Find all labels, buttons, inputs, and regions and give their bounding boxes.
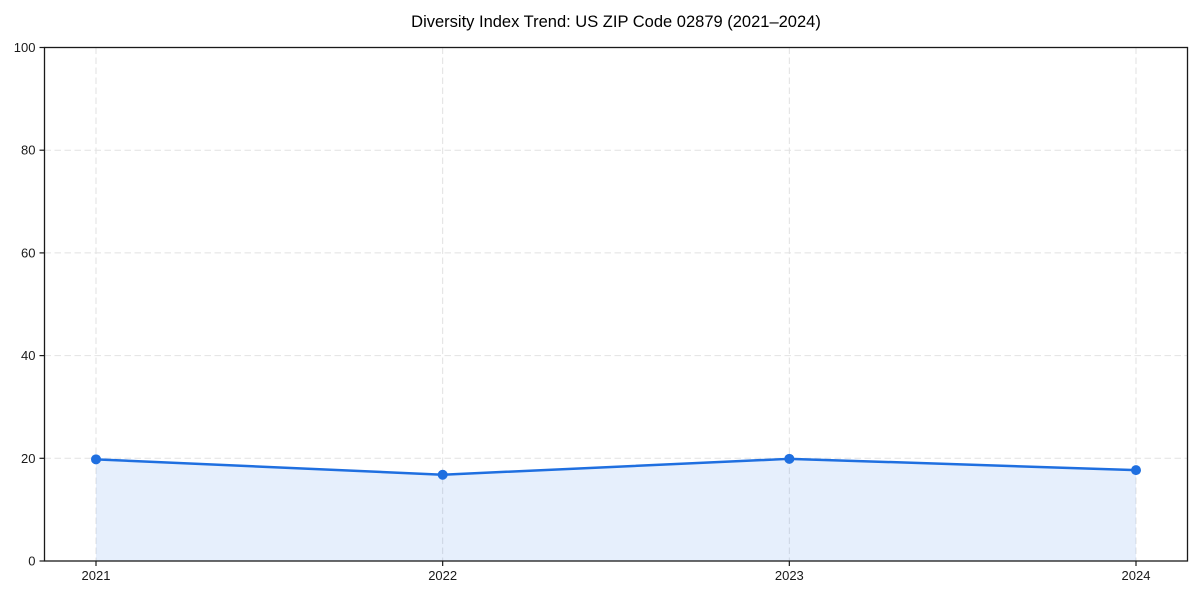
trend-line: [94, 457, 1138, 476]
x-axis-tick-label-2023: 2023: [775, 568, 804, 583]
y-axis-tick-label-80: 80: [21, 143, 35, 158]
data-point-2023: [784, 453, 795, 464]
y-axis-tick-label-100: 100: [14, 40, 36, 55]
area-fill: [96, 458, 1136, 561]
plot-border: [43, 46, 1189, 562]
x-axis-tick-label-2021: 2021: [82, 568, 111, 583]
y-axis-tick-label-60: 60: [21, 245, 35, 260]
chart-title: Diversity Index Trend: US ZIP Code 02879…: [411, 13, 821, 31]
data-point-2024: [1131, 465, 1141, 476]
y-axis-tick-label-40: 40: [21, 348, 35, 363]
x-axis-tick-label-2024: 2024: [1122, 568, 1151, 583]
x-axis-tick-label-2022: 2022: [428, 568, 457, 583]
data-point-2022: [437, 469, 448, 480]
y-axis-tick-label-20: 20: [21, 451, 35, 466]
y-axis-tick-label-0: 0: [28, 554, 35, 569]
data-point-2021: [91, 454, 101, 465]
